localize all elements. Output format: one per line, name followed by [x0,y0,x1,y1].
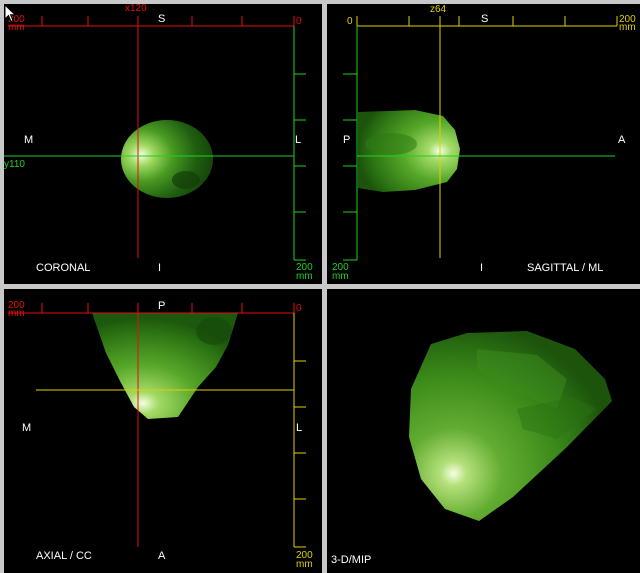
coronal-scale-left-value: 200 [8,14,25,25]
mouse-pointer-icon [4,4,17,23]
coronal-orient-top: S [158,13,166,25]
sagittal-scale-left-value: 0 [347,16,353,27]
sagittal-scale-right-value: 200 [619,14,636,25]
coronal-right-scale-value: 200 [296,262,313,273]
sagittal-view-label: SAGITTAL / ML [527,262,604,274]
sagittal-orient-top: S [481,13,489,25]
coronal-orient-right: L [295,134,302,146]
coronal-heart-region [121,120,213,198]
axial-orient-bottom: A [158,550,166,562]
coronal-scale-left-unit: mm [8,22,25,33]
sagittal-scale-right-unit: mm [619,22,636,33]
sagittal-view[interactable]: z64 0 S 200 mm P A 200 mm I SAGITTAL / M… [327,4,640,284]
coronal-view-label: CORONAL [36,262,91,274]
axial-right-scale-value: 200 [296,550,313,561]
axial-orient-top: P [158,300,166,312]
sagittal-left-scale-unit: mm [332,271,349,282]
coronal-orient-left: M [24,134,34,146]
axial-right-scale-unit: mm [296,559,313,570]
coronal-crosshair-y-label: y110 [4,159,25,170]
axial-orient-right: L [296,422,303,434]
axial-orient-left: M [22,422,32,434]
axial-canvas [8,303,306,548]
render-3d-canvas [409,331,612,521]
coronal-crosshair-x-label: x120 [125,4,147,14]
sagittal-crosshair-z-label: z64 [430,4,447,15]
sagittal-orient-left: P [343,134,351,146]
coronal-orient-bottom: I [158,262,162,274]
axial-view-label: AXIAL / CC [36,550,92,562]
render-3d-view[interactable]: 3-D/MIP [327,289,640,573]
axial-scale-left-unit: mm [8,308,25,319]
sagittal-orient-bottom: I [480,262,484,274]
sagittal-canvas [343,16,618,261]
sagittal-orient-right: A [618,134,626,146]
render-3d-view-label: 3-D/MIP [331,554,372,566]
axial-view[interactable]: 200 mm P 0 M L AXIAL / CC A 200 mm [4,289,322,573]
axial-scale-right-value: 0 [296,303,302,314]
coronal-right-scale-unit: mm [296,271,313,282]
axial-scale-left-value: 200 [8,300,25,311]
coronal-scale-right-value: 0 [296,16,302,27]
coronal-view[interactable]: 200 mm 0 x120 S M L y110 CORONAL I 200 m… [4,4,322,284]
sagittal-left-scale-value: 200 [332,262,349,273]
coronal-canvas [4,16,306,261]
